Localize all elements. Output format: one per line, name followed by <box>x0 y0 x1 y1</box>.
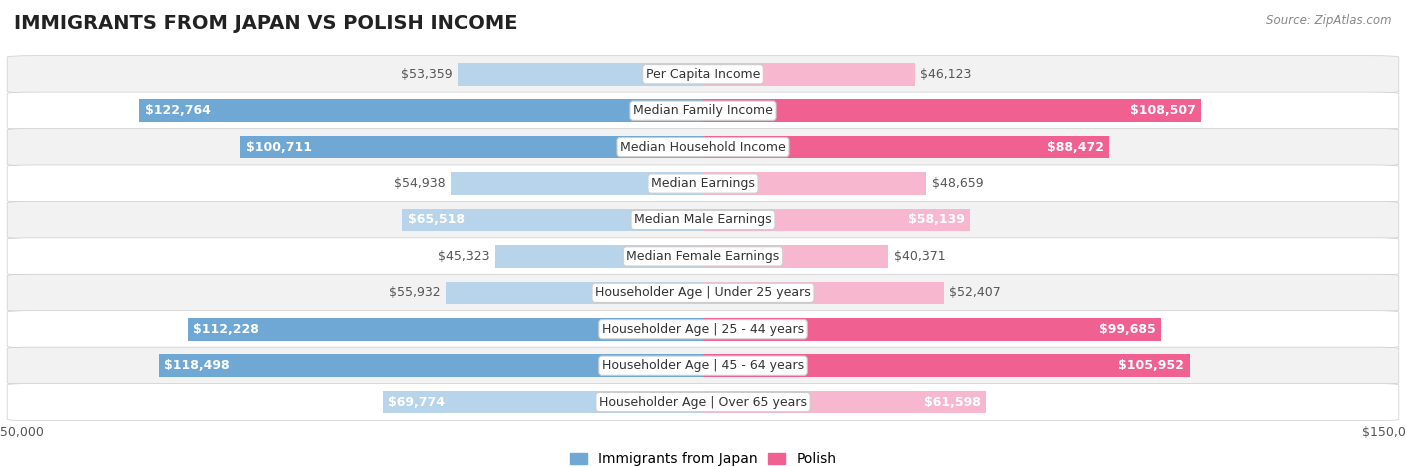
Text: Householder Age | 25 - 44 years: Householder Age | 25 - 44 years <box>602 323 804 336</box>
Bar <box>139 99 703 122</box>
Text: Householder Age | Over 65 years: Householder Age | Over 65 years <box>599 396 807 409</box>
Text: $58,139: $58,139 <box>908 213 965 226</box>
Bar <box>703 136 1109 158</box>
Text: $53,359: $53,359 <box>401 68 453 81</box>
Text: $69,774: $69,774 <box>388 396 446 409</box>
Bar <box>703 318 1161 340</box>
FancyBboxPatch shape <box>7 274 1399 311</box>
Bar <box>159 354 703 377</box>
Bar <box>703 172 927 195</box>
FancyBboxPatch shape <box>7 311 1399 348</box>
Text: $52,407: $52,407 <box>949 286 1001 299</box>
Text: $99,685: $99,685 <box>1098 323 1156 336</box>
Bar <box>703 282 943 304</box>
Bar <box>703 63 915 85</box>
Legend: Immigrants from Japan, Polish: Immigrants from Japan, Polish <box>564 446 842 467</box>
Text: $88,472: $88,472 <box>1047 141 1104 154</box>
Text: $65,518: $65,518 <box>408 213 464 226</box>
Text: Median Earnings: Median Earnings <box>651 177 755 190</box>
Text: Median Female Earnings: Median Female Earnings <box>627 250 779 263</box>
FancyBboxPatch shape <box>7 165 1399 202</box>
Text: Median Male Earnings: Median Male Earnings <box>634 213 772 226</box>
Text: Householder Age | Under 25 years: Householder Age | Under 25 years <box>595 286 811 299</box>
Bar <box>402 209 703 231</box>
Text: $105,952: $105,952 <box>1118 359 1184 372</box>
Bar <box>458 63 703 85</box>
Bar <box>446 282 703 304</box>
Text: $54,938: $54,938 <box>394 177 446 190</box>
Bar <box>495 245 703 268</box>
Text: $122,764: $122,764 <box>145 104 211 117</box>
FancyBboxPatch shape <box>7 383 1399 421</box>
Bar <box>240 136 703 158</box>
Text: Householder Age | 45 - 64 years: Householder Age | 45 - 64 years <box>602 359 804 372</box>
Bar <box>703 391 986 413</box>
Bar <box>451 172 703 195</box>
FancyBboxPatch shape <box>7 92 1399 129</box>
Text: $48,659: $48,659 <box>932 177 984 190</box>
Text: Median Family Income: Median Family Income <box>633 104 773 117</box>
Text: $118,498: $118,498 <box>165 359 231 372</box>
Text: $55,932: $55,932 <box>389 286 440 299</box>
Text: IMMIGRANTS FROM JAPAN VS POLISH INCOME: IMMIGRANTS FROM JAPAN VS POLISH INCOME <box>14 14 517 33</box>
FancyBboxPatch shape <box>7 128 1399 166</box>
Bar <box>187 318 703 340</box>
Bar <box>703 245 889 268</box>
Bar <box>382 391 703 413</box>
Text: Source: ZipAtlas.com: Source: ZipAtlas.com <box>1267 14 1392 27</box>
FancyBboxPatch shape <box>7 238 1399 275</box>
Bar <box>703 209 970 231</box>
Text: $100,711: $100,711 <box>246 141 312 154</box>
Text: $46,123: $46,123 <box>921 68 972 81</box>
FancyBboxPatch shape <box>7 56 1399 93</box>
Text: Per Capita Income: Per Capita Income <box>645 68 761 81</box>
Text: $61,598: $61,598 <box>924 396 980 409</box>
Bar <box>703 99 1201 122</box>
Text: Median Household Income: Median Household Income <box>620 141 786 154</box>
Text: $45,323: $45,323 <box>437 250 489 263</box>
Text: $108,507: $108,507 <box>1130 104 1197 117</box>
Text: $112,228: $112,228 <box>193 323 259 336</box>
Bar <box>703 354 1189 377</box>
Text: $40,371: $40,371 <box>894 250 946 263</box>
FancyBboxPatch shape <box>7 201 1399 239</box>
FancyBboxPatch shape <box>7 347 1399 384</box>
